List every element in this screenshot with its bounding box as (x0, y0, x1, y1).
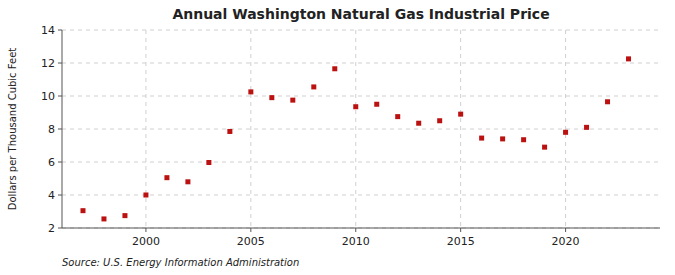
x-grid-line (355, 30, 356, 228)
point (290, 98, 295, 103)
point (437, 118, 442, 123)
point (332, 66, 337, 71)
y-tick (58, 162, 62, 163)
y-tick (58, 228, 62, 229)
source: Source: U.S. Energy Information Administ… (62, 257, 299, 268)
y-tick-label: 10 (41, 90, 55, 103)
y-axis-label: Dollars per Thousand Cubic Feet (7, 48, 18, 211)
point (542, 145, 547, 150)
point (80, 208, 85, 213)
point (143, 193, 148, 198)
y-tick (58, 96, 62, 97)
x-tick (250, 228, 251, 232)
point (311, 84, 316, 89)
point (605, 99, 610, 104)
points (80, 56, 631, 221)
point (269, 95, 274, 100)
y-tick (58, 195, 62, 196)
x-tick-label: 2000 (132, 235, 160, 248)
point (353, 104, 358, 109)
y-tick (58, 30, 62, 31)
x-tick (145, 228, 146, 232)
x-grid-line (250, 30, 251, 228)
point (164, 175, 169, 180)
y-grid-line (62, 96, 660, 97)
point (227, 129, 232, 134)
x-tick (355, 228, 356, 232)
y-tick-label: 12 (41, 57, 55, 70)
point (248, 89, 253, 94)
y-grid-line (62, 30, 660, 31)
point (584, 125, 589, 130)
x-tick (565, 228, 566, 232)
point (626, 56, 631, 61)
point (185, 179, 190, 184)
point (416, 121, 421, 126)
x-grid-line (145, 30, 146, 228)
x-grid-line (460, 30, 461, 228)
y-tick (58, 129, 62, 130)
y-grid-line (62, 63, 660, 64)
point (500, 136, 505, 141)
point (521, 137, 526, 142)
x-tick (460, 228, 461, 232)
x-tick-label: 2010 (342, 235, 370, 248)
y-grid-line (62, 195, 660, 196)
chart: 2 4 6 8 10 12 14 2000 2005 2010 2015 2020 Annual Was… (0, 0, 675, 275)
y-tick-label: 4 (48, 189, 55, 202)
point (479, 136, 484, 141)
y-tick-label: 2 (48, 222, 55, 235)
x-axis-line (62, 228, 660, 229)
x-tick-label: 2020 (552, 235, 580, 248)
x-tick-label: 2005 (237, 235, 265, 248)
point (563, 130, 568, 135)
x-grid-line (565, 30, 566, 228)
point (206, 160, 211, 165)
y-grid-line (62, 162, 660, 163)
point (458, 112, 463, 117)
title: Annual Washington Natural Gas Industrial… (172, 6, 549, 22)
y-grid-line (62, 228, 660, 229)
point (122, 213, 127, 218)
point (101, 216, 106, 221)
point (374, 102, 379, 107)
y-tick (58, 63, 62, 64)
x-tick-label: 2015 (447, 235, 475, 248)
y-tick-label: 6 (48, 156, 55, 169)
y-tick-label: 8 (48, 123, 55, 136)
y-grid-line (62, 129, 660, 130)
point (395, 114, 400, 119)
y-tick-label: 14 (41, 24, 55, 37)
